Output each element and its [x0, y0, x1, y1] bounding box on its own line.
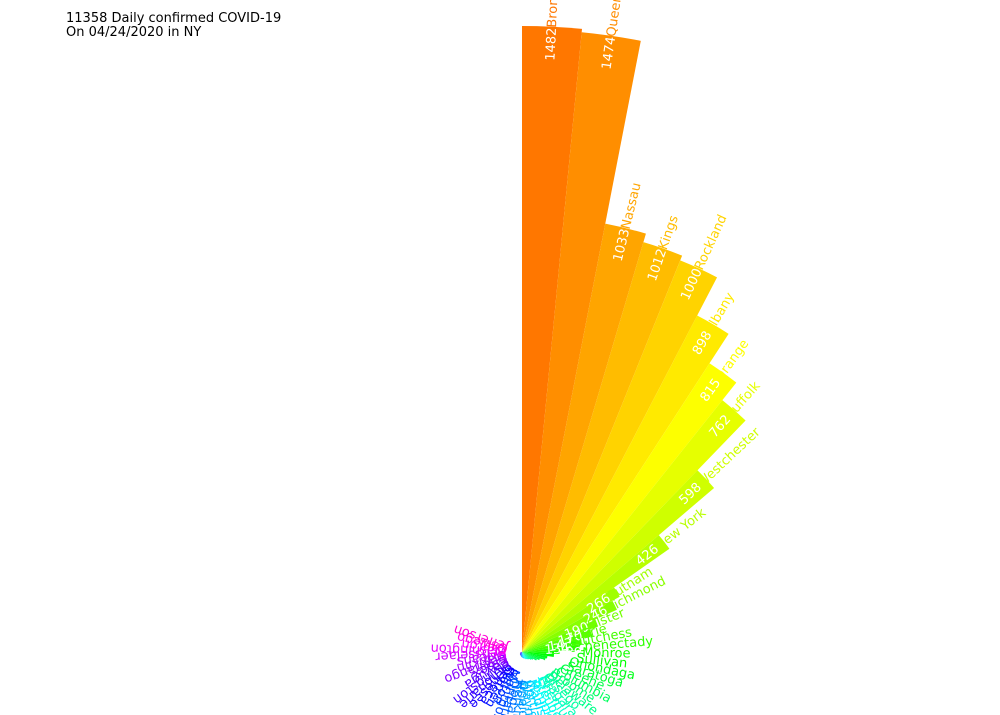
- label-value: 1482: [543, 27, 560, 61]
- label-name: Nassau: [619, 181, 645, 231]
- label-name: Kings: [656, 213, 682, 252]
- label-name: Queens: [604, 0, 626, 38]
- label-name: Rockland: [692, 213, 730, 273]
- bars-layer: [520, 26, 746, 660]
- label-name: Bronx: [545, 0, 562, 28]
